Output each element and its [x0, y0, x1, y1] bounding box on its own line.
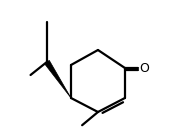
- Text: O: O: [140, 62, 149, 74]
- Polygon shape: [44, 60, 71, 98]
